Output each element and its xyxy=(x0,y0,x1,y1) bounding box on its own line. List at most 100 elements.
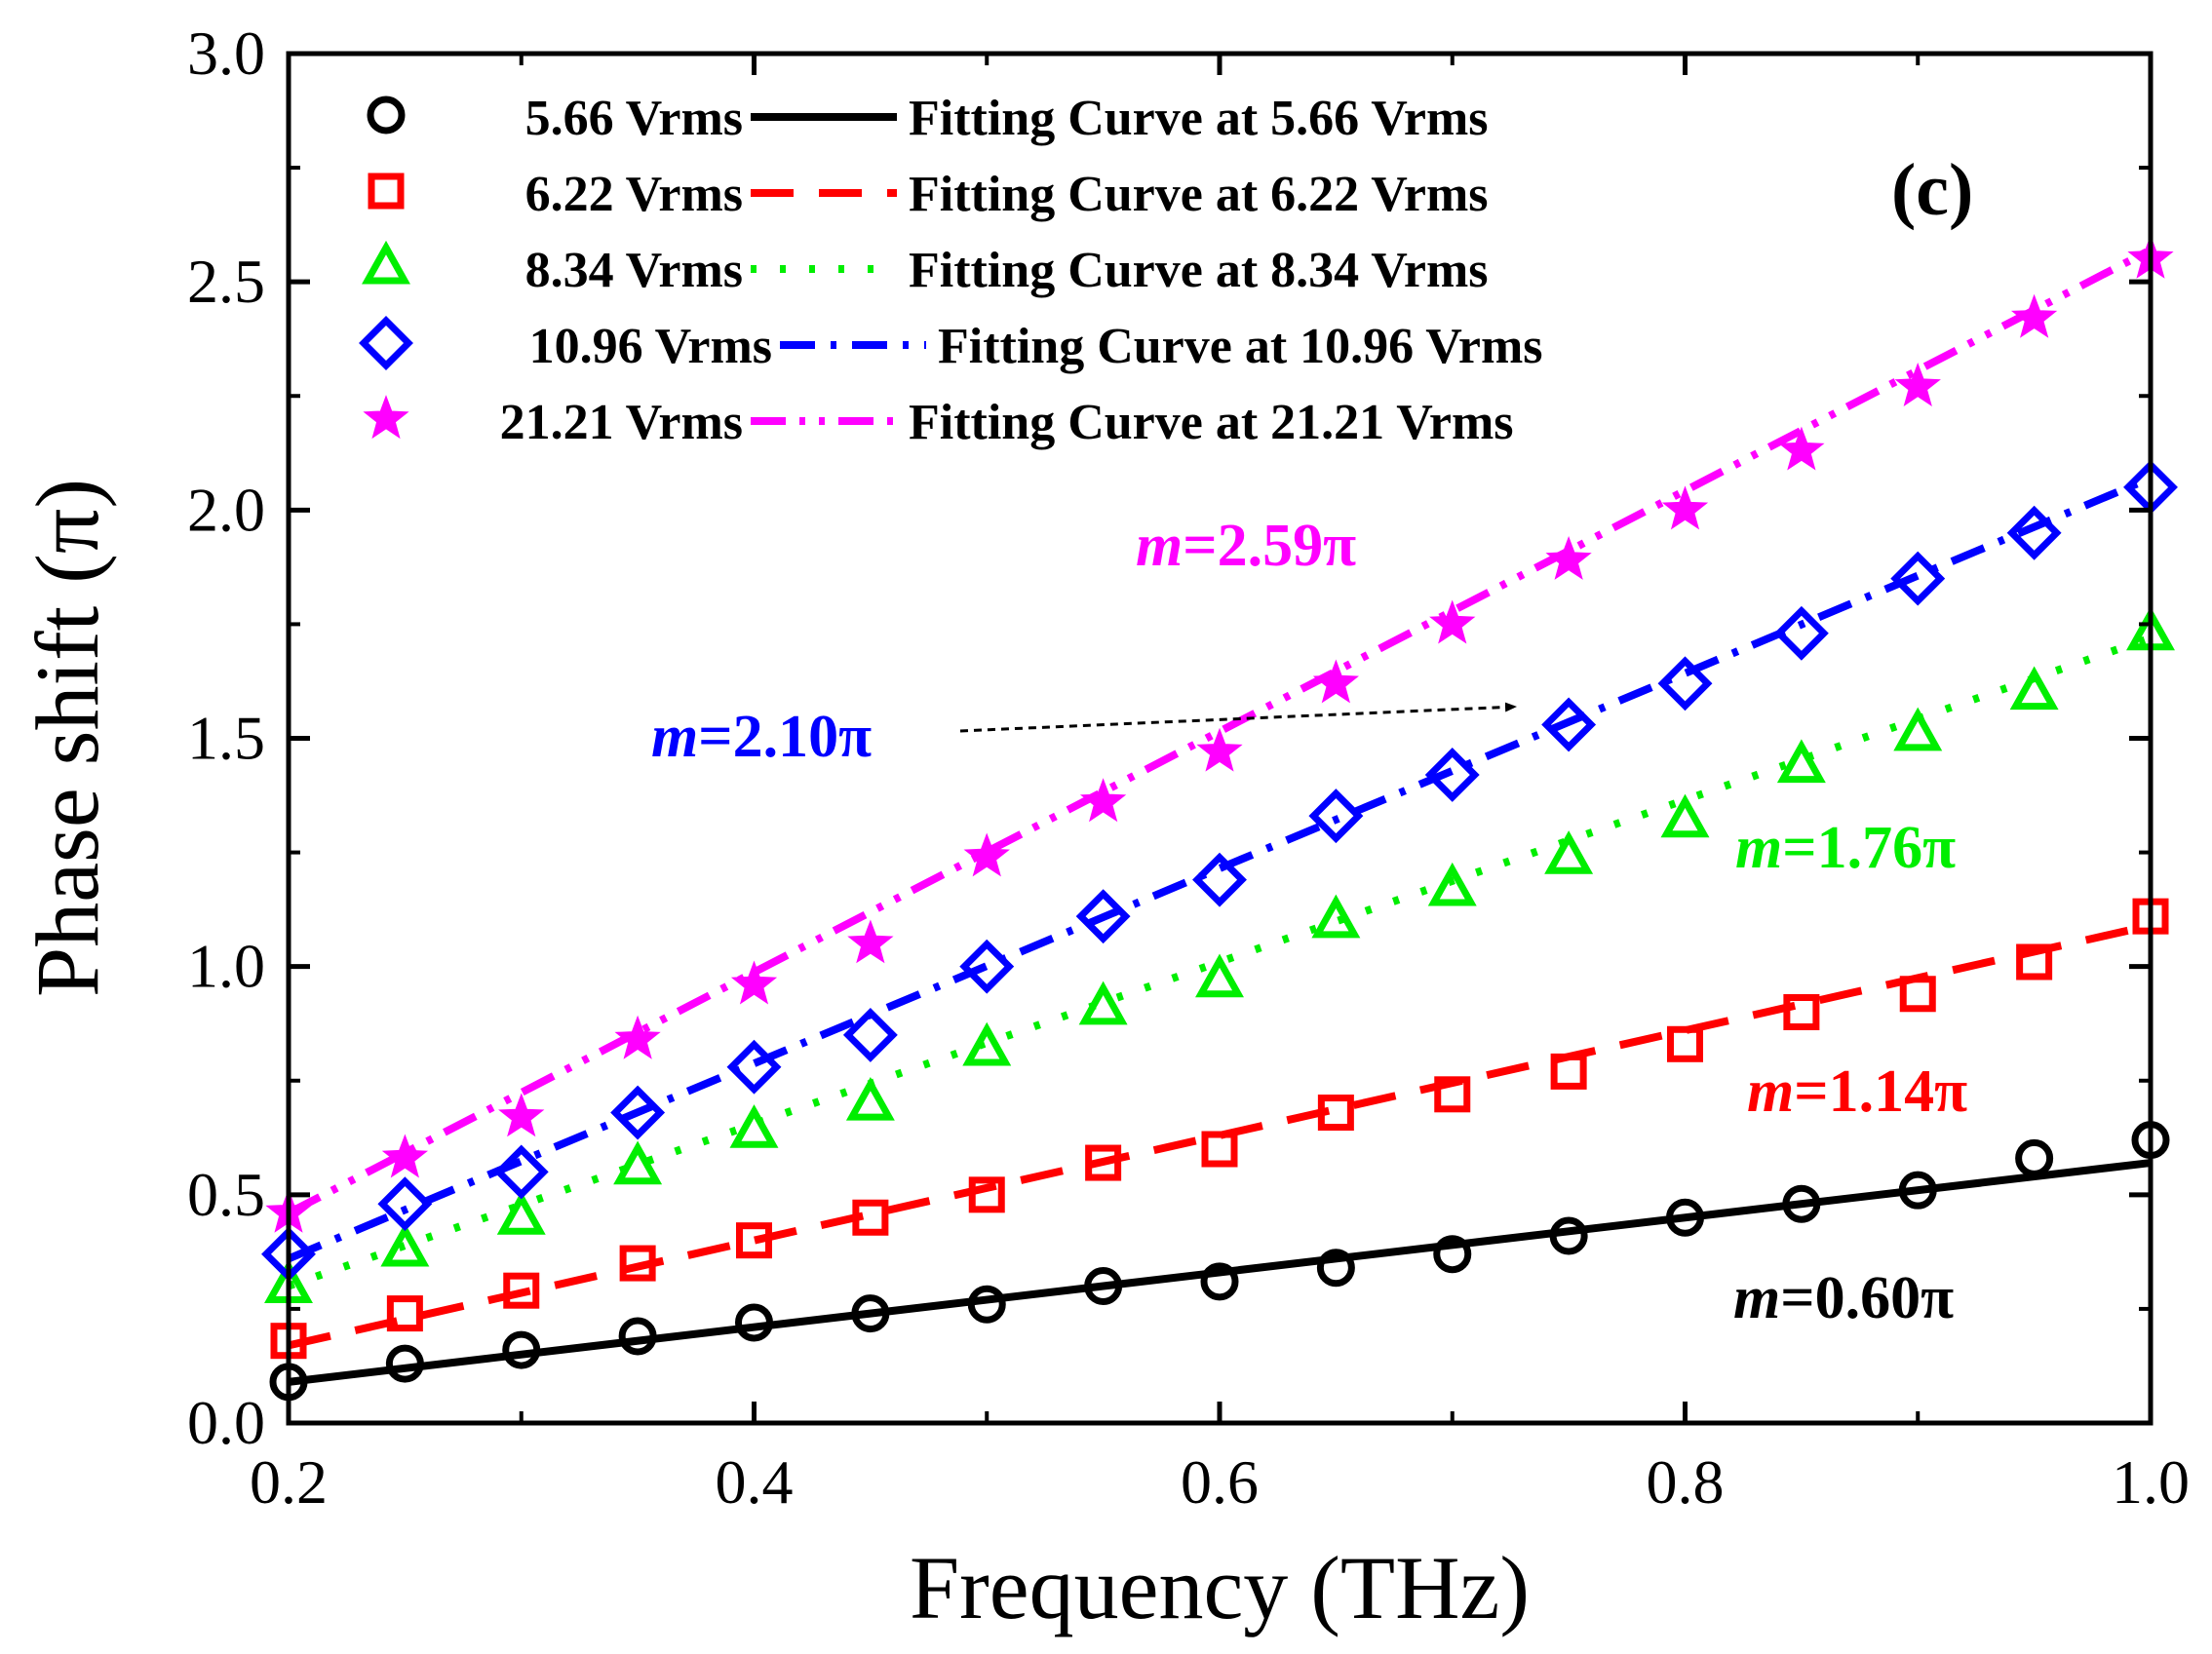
annotation-arrow xyxy=(959,702,1517,733)
legend-fit-label: Fitting Curve at 5.66 Vrms xyxy=(909,91,1489,146)
slope-annotation: m=0.60π xyxy=(1733,1265,1954,1331)
data-point xyxy=(1657,656,1713,712)
data-point xyxy=(503,1272,540,1309)
slope-value: =2.59π xyxy=(1183,513,1356,579)
data-point xyxy=(1544,830,1594,874)
data-point xyxy=(967,1285,1006,1324)
data-point xyxy=(1195,953,1244,998)
x-tick-label: 0.8 xyxy=(1647,1447,1725,1517)
data-point xyxy=(968,1176,1005,1213)
legend-fit-label: Fitting Curve at 10.96 Vrms xyxy=(938,319,1543,374)
slope-value: =1.14π xyxy=(1794,1058,1967,1125)
data-point xyxy=(1427,862,1477,906)
y-tick-labels: 0.0 0.5 1.0 1.5 2.0 2.5 3.0 xyxy=(187,19,265,1457)
panel-label: (c) xyxy=(1891,149,1973,231)
data-point xyxy=(1316,1249,1355,1288)
data-point xyxy=(1666,1198,1704,1237)
y-tick-label: 2.0 xyxy=(187,475,265,544)
fit-line xyxy=(288,921,2152,1350)
data-point xyxy=(1541,697,1597,752)
data-point xyxy=(1550,1053,1587,1090)
slope-annotation: m=2.59π xyxy=(1136,513,1356,579)
data-point xyxy=(852,1199,889,1236)
slope-annotation: m=1.76π xyxy=(1735,815,1956,881)
data-point xyxy=(847,919,894,964)
y-tick-label: 3.0 xyxy=(187,19,265,88)
legend-label: 10.96 Vrms xyxy=(529,319,772,374)
legend-label: 21.21 Vrms xyxy=(500,395,743,450)
fit-line xyxy=(288,1159,2152,1386)
x-tick-label: 0.2 xyxy=(250,1447,328,1517)
y-tick-label: 1.5 xyxy=(187,704,265,773)
fit-lines xyxy=(287,246,2153,1386)
data-point xyxy=(619,1245,656,1282)
legend: 5.66 Vrms Fitting Curve at 5.66 Vrms 6.22 … xyxy=(359,91,1543,450)
data-point xyxy=(385,1344,424,1383)
data-point xyxy=(610,1085,666,1140)
slope-symbol: m xyxy=(1733,1265,1780,1331)
data-point xyxy=(498,1093,545,1137)
y-axis-title: Phase shift (π) xyxy=(18,479,117,997)
data-point xyxy=(1667,1025,1703,1062)
data-point xyxy=(1192,852,1247,907)
slope-value: =0.60π xyxy=(1780,1265,1954,1331)
data-point xyxy=(963,832,1010,877)
data-point xyxy=(1196,727,1243,772)
y-tick-label: 0.0 xyxy=(187,1388,265,1457)
legend-marker xyxy=(367,96,406,135)
legend-marker xyxy=(363,395,409,440)
slope-symbol: m xyxy=(651,704,698,770)
data-point xyxy=(386,1295,423,1332)
fit-line xyxy=(287,634,2153,1290)
data-point xyxy=(2010,293,2058,338)
data-point xyxy=(962,1021,1012,1066)
data-point xyxy=(2006,505,2062,560)
data-point xyxy=(1308,789,1364,844)
data-point xyxy=(1776,739,1826,784)
legend-label: 8.34 Vrms xyxy=(525,243,743,298)
slope-value: =2.10π xyxy=(698,704,872,770)
data-point xyxy=(1085,1144,1122,1181)
data-point xyxy=(1890,551,1946,606)
legend-label: 5.66 Vrms xyxy=(525,91,743,146)
data-point xyxy=(1549,1216,1588,1255)
x-tick-labels: 0.2 0.4 0.6 0.8 1.0 xyxy=(250,1447,2190,1517)
legend-marker xyxy=(362,240,410,285)
data-point xyxy=(959,939,1015,994)
legend-fit-label: Fitting Curve at 21.21 Vrms xyxy=(909,395,1514,450)
data-point xyxy=(1773,605,1829,661)
data-point xyxy=(1661,485,1709,530)
data-point xyxy=(1893,707,1943,751)
data-point xyxy=(1898,1171,1937,1210)
x-axis-title: Frequency (THz) xyxy=(910,1538,1530,1637)
data-point xyxy=(2009,666,2059,711)
slope-annotation: m=1.14π xyxy=(1747,1058,1967,1125)
data-point xyxy=(1660,793,1710,838)
y-tick-label: 0.5 xyxy=(187,1160,265,1229)
legend-marker xyxy=(359,316,413,370)
data-point xyxy=(2015,1138,2054,1177)
data-point xyxy=(380,1222,430,1267)
data-point xyxy=(1434,1076,1471,1113)
data-point xyxy=(1424,748,1480,802)
data-point xyxy=(735,1303,773,1342)
data-point xyxy=(1079,778,1127,823)
data-markers xyxy=(261,234,2178,1402)
x-tick-label: 0.4 xyxy=(716,1447,794,1517)
data-point xyxy=(1201,1131,1238,1168)
data-point xyxy=(613,1140,663,1185)
data-point xyxy=(1433,1235,1472,1274)
data-point xyxy=(381,1134,429,1178)
data-point xyxy=(736,1222,772,1259)
data-point xyxy=(1317,1095,1354,1132)
data-point xyxy=(1075,889,1131,944)
data-point xyxy=(1894,363,1941,407)
data-point xyxy=(1084,1267,1123,1305)
legend-label: 6.22 Vrms xyxy=(525,167,743,222)
data-point xyxy=(1312,659,1359,704)
slope-symbol: m xyxy=(1747,1058,1794,1125)
data-point xyxy=(1311,894,1361,939)
slope-symbol: m xyxy=(1735,815,1782,881)
data-point xyxy=(377,1176,433,1232)
